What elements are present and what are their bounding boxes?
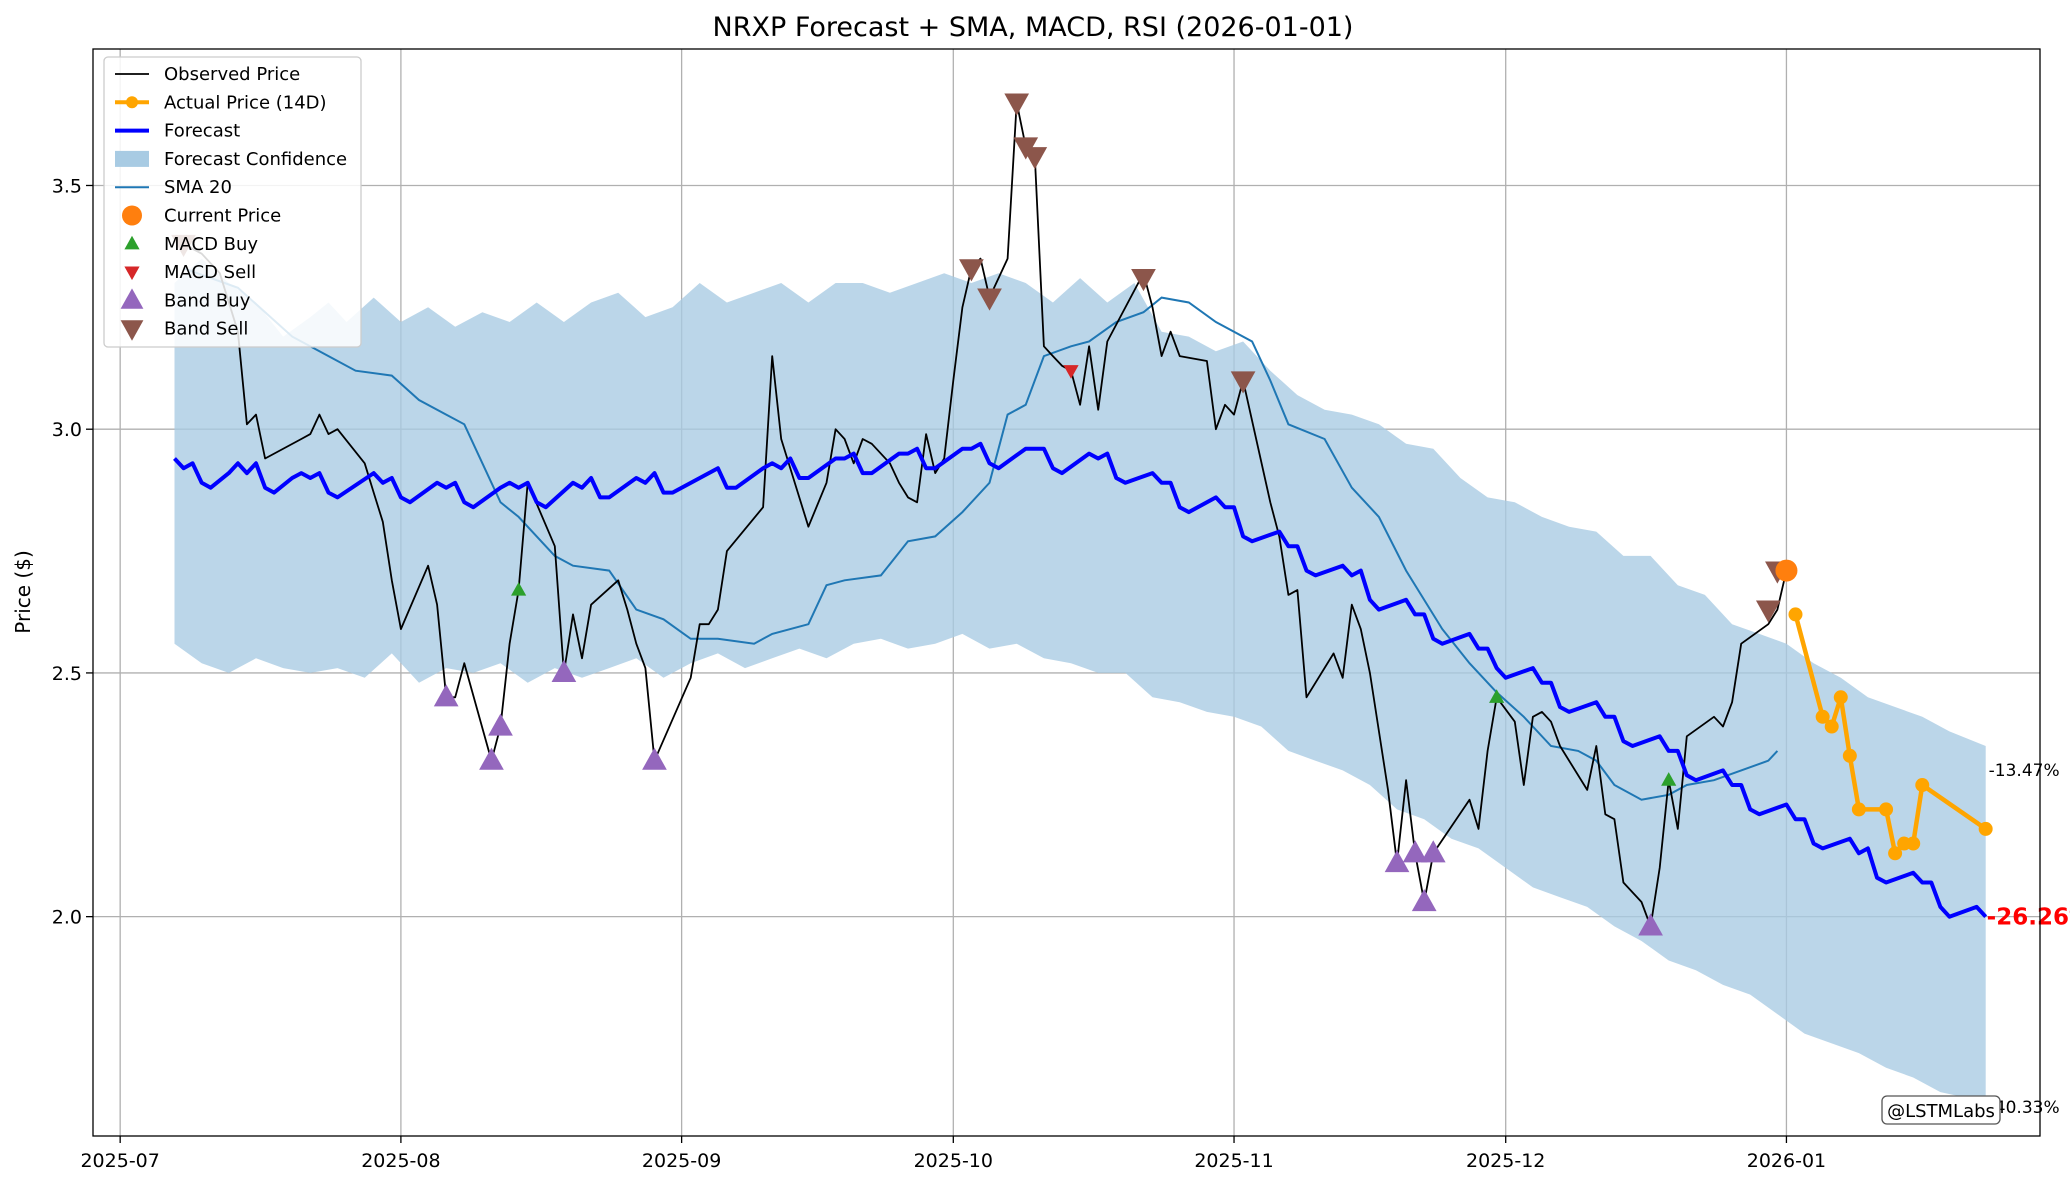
actual-price-point: [1824, 719, 1839, 734]
legend-label: Band Buy: [164, 290, 251, 311]
signal-markers: [171, 93, 1798, 936]
y-tick-label: 3.5: [52, 175, 82, 197]
band-buy-marker: [1402, 840, 1428, 863]
legend-label: Actual Price (14D): [164, 92, 327, 113]
sma-20-line: [183, 267, 1779, 801]
x-tick-label: 2026-01: [1747, 1150, 1826, 1172]
band-sell-marker: [959, 259, 984, 282]
legend-label: Band Sell: [164, 319, 248, 340]
legend: Observed Price Actual Price (14D) Forecast…: [103, 56, 362, 348]
confidence-band: [174, 258, 1986, 1102]
actual-price-point: [1842, 748, 1857, 763]
y-tick-label: 2.5: [52, 663, 82, 685]
forecast-layer: [173, 441, 1988, 919]
upper-percent-label: -13.47%: [1989, 761, 2060, 781]
band-sell-marker: [1004, 93, 1030, 116]
y-tick-label: 2.0: [52, 907, 82, 929]
macd-sell-marker: [1063, 365, 1079, 379]
x-tick-label: 2025-08: [361, 1150, 440, 1172]
legend-symbol-band_sell: [120, 320, 144, 341]
legend-symbol-confidence: [115, 150, 149, 167]
actual-price-point: [1978, 821, 1993, 836]
legend-frame: [103, 56, 362, 348]
legend-symbol-macd_sell: [124, 266, 140, 281]
band-sell-marker: [1022, 147, 1048, 170]
actual-price-point: [1851, 802, 1866, 817]
band-sell-marker: [1230, 371, 1256, 394]
y-tick-label: 3.0: [52, 419, 82, 441]
band-buy-marker: [433, 684, 459, 707]
band-sell-marker: [1131, 268, 1156, 292]
y-axis: 2.0 2.5 3.0 3.5: [52, 175, 93, 929]
macd-buy-marker: [1661, 772, 1677, 786]
watermark-box: @LSTMLabs: [1881, 1095, 2001, 1125]
band-buy-marker: [1411, 889, 1437, 912]
legend-symbol-macd_buy: [124, 235, 140, 250]
legend-label: MACD Sell: [164, 262, 256, 283]
legend-triangle: [120, 288, 144, 309]
actual-layer: [1788, 607, 1993, 861]
observed-price-line: [183, 101, 1788, 928]
x-tick-label: 2025-10: [914, 1150, 993, 1172]
macd-buy-marker: [1489, 689, 1505, 703]
actual-price-point: [1915, 778, 1930, 793]
y-axis-label: Price ($): [11, 550, 35, 633]
x-tick-label: 2025-11: [1194, 1150, 1273, 1172]
legend-triangle: [124, 266, 140, 281]
legend-triangle: [120, 320, 144, 341]
x-tick-label: 2025-09: [642, 1150, 721, 1172]
actual-price-point: [1888, 846, 1903, 861]
macd-buy-marker: [511, 582, 527, 596]
legend-dot: [126, 96, 138, 109]
band-buy-marker: [642, 747, 667, 770]
actual-price-point: [1906, 836, 1921, 851]
x-axis: 2025-07 2025-08 2025-09 2025-10 2025-11 2025-…: [80, 1136, 1826, 1172]
band-sell-marker: [1755, 600, 1781, 623]
band-buy-marker: [551, 659, 577, 683]
x-tick-label: 2025-07: [80, 1150, 159, 1172]
legend-label: Forecast: [164, 121, 240, 142]
watermark-frame: [1881, 1095, 2001, 1125]
legend-dot: [122, 205, 142, 226]
lower-percent-label: -40.33%: [1989, 1098, 2060, 1118]
legend-label: Forecast Confidence: [164, 149, 347, 170]
forecast-percent-label: -26.26%: [1987, 905, 2070, 931]
legend-label: Current Price: [164, 206, 281, 227]
legend-label: MACD Buy: [164, 234, 258, 255]
current-price-marker: [1775, 559, 1798, 582]
actual-price-point: [1815, 709, 1830, 724]
legend-label: SMA 20: [164, 177, 232, 198]
forecast-line: [173, 441, 1988, 919]
legend-symbol-current: [122, 205, 142, 226]
observed-layer: [183, 101, 1788, 928]
band-buy-marker: [488, 713, 513, 736]
watermark-text: @LSTMLabs: [1887, 1101, 1995, 1122]
actual-price-point: [1788, 607, 1803, 622]
legend-symbol-band_buy: [120, 288, 144, 309]
percent-annotations: -13.47% -26.26% -40.33%: [1987, 761, 2070, 1118]
plot-frame: [92, 48, 2041, 1137]
legend-label: Observed Price: [164, 64, 300, 85]
band-buy-marker: [479, 747, 504, 770]
chart-title: NRXP Forecast + SMA, MACD, RSI (2026-01-…: [713, 12, 1354, 43]
band-buy-marker: [1420, 840, 1446, 863]
band-buy-marker: [1384, 850, 1410, 873]
legend-triangle: [124, 235, 140, 250]
confidence-band-area: [174, 258, 1986, 1102]
actual-price-point: [1879, 802, 1894, 817]
legend-symbol-actual: [115, 96, 149, 109]
actual-price-point: [1833, 690, 1848, 705]
band-sell-marker: [977, 288, 1002, 311]
x-tick-label: 2025-12: [1466, 1150, 1545, 1172]
band-buy-marker: [1638, 913, 1663, 936]
sma-layer: [183, 267, 1779, 801]
legend-swatch: [115, 150, 149, 167]
plot-area: -13.47% -26.26% -40.33%: [92, 48, 2070, 1137]
